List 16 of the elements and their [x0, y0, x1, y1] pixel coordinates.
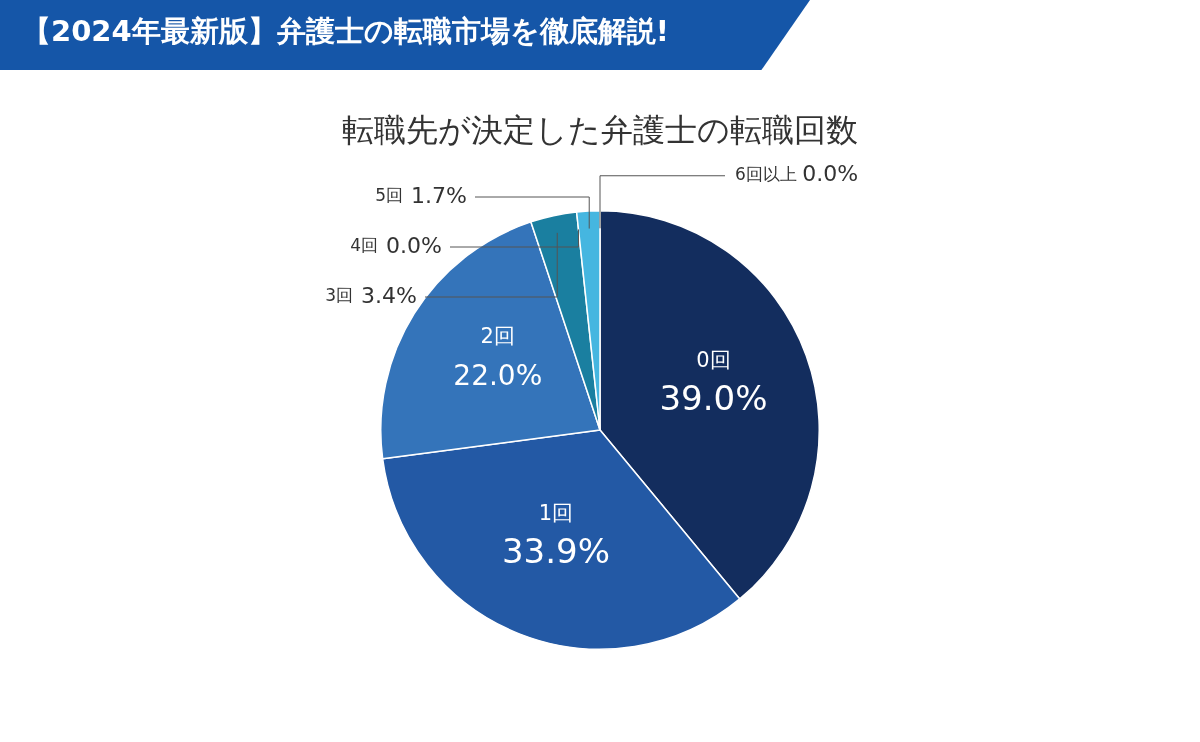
- category-label: 4回: [350, 235, 379, 256]
- slice-label: 1回: [538, 500, 574, 525]
- data-label: 1.7%: [411, 182, 467, 208]
- text: 0.0%: [386, 232, 442, 258]
- slice-label: 5回: [375, 185, 404, 206]
- data-label: 22.0%: [453, 359, 543, 393]
- data-label: 39.0%: [659, 377, 768, 418]
- text: 【2024年最新版】弁護士の転職市場を徹底解説!: [22, 13, 669, 50]
- slice-label: 2回: [480, 324, 515, 349]
- category-label: 6回以上: [735, 164, 797, 185]
- slice-label: 3回: [325, 285, 354, 306]
- text: 0.0%: [802, 161, 859, 187]
- slice-label: 0回: [696, 347, 731, 372]
- chart-title: 転職先が決定した弁護士の転職回数: [342, 111, 858, 150]
- data-label: 3.4%: [361, 282, 417, 308]
- data-label: 33.9%: [501, 531, 610, 572]
